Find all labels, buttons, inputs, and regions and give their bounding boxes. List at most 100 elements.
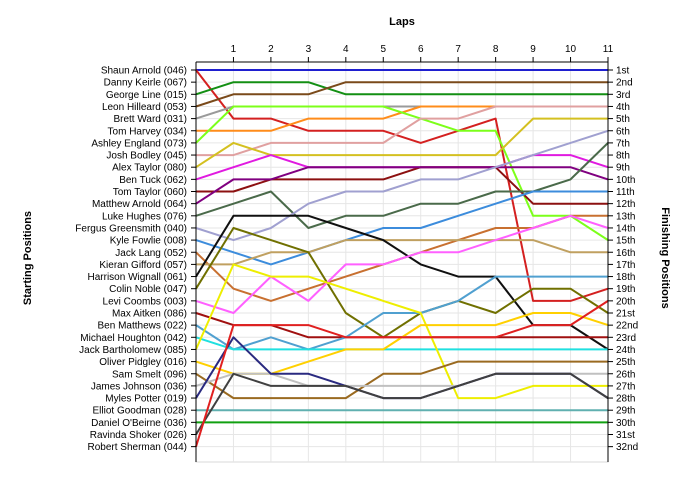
- starting-position-label: Tom Harvey (034): [108, 126, 187, 137]
- starting-position-label: Jack Lang (052): [115, 248, 187, 259]
- series-line-20: [195, 214, 609, 314]
- finishing-position-label: 1st: [616, 66, 630, 77]
- left-axis-title: Starting Positions: [22, 211, 34, 305]
- series-line-2: [195, 69, 609, 302]
- finishing-position-label: 19th: [616, 284, 635, 295]
- starting-position-label: Ben Tuck (062): [119, 175, 187, 186]
- series-line-11: [196, 166, 608, 205]
- series-line-3: [195, 81, 608, 96]
- finishing-position-label: 4th: [616, 102, 630, 113]
- series-line-17: [196, 239, 608, 266]
- finishing-position-label: 10th: [616, 175, 635, 186]
- axes: [195, 61, 609, 462]
- x-tick-label: 4: [343, 44, 349, 55]
- finishing-position-label: 28th: [616, 394, 635, 405]
- series-line-8: [196, 105, 608, 157]
- finishing-position-label: 3rd: [616, 90, 630, 101]
- starting-position-label: Myles Potter (019): [105, 394, 187, 405]
- series-line-22: [195, 275, 608, 351]
- x-tick-label: 5: [380, 44, 386, 55]
- finishing-position-label: 24th: [616, 345, 635, 356]
- series-line-14: [195, 129, 609, 242]
- x-tick-label: 8: [493, 44, 499, 55]
- x-tick-label: 9: [530, 44, 536, 55]
- finishing-position-label: 16th: [616, 248, 635, 259]
- finishing-position-label: 25th: [616, 357, 635, 368]
- starting-position-label: Josh Bodley (045): [106, 151, 187, 162]
- finishing-position-label: 22nd: [616, 321, 638, 332]
- starting-position-labels: Shaun Arnold (046)Danny Keirle (067)Geor…: [75, 66, 196, 453]
- finishing-position-label: 27th: [616, 381, 635, 392]
- starting-position-label: Fergus Greensmith (040): [75, 223, 187, 234]
- starting-position-label: Ashley England (073): [91, 138, 187, 149]
- series-line-26: [195, 360, 608, 400]
- finishing-position-label: 9th: [616, 163, 630, 174]
- finishing-position-label: 26th: [616, 369, 635, 380]
- starting-position-label: Sam Smelt (096): [112, 369, 187, 380]
- finishing-position-label: 30th: [616, 418, 635, 429]
- finishing-position-label: 8th: [616, 151, 630, 162]
- series-line-4: [195, 81, 608, 108]
- x-tick-label: 1: [231, 44, 237, 55]
- starting-position-label: Robert Sherman (044): [88, 442, 188, 453]
- starting-position-label: Kieran Gifford (057): [99, 260, 187, 271]
- finishing-position-label: 12th: [616, 199, 635, 210]
- starting-position-label: Danny Keirle (067): [104, 78, 187, 89]
- finishing-position-label: 14th: [616, 223, 635, 234]
- starting-position-label: Ben Matthews (022): [98, 321, 188, 332]
- finishing-position-label: 29th: [616, 406, 635, 417]
- x-axis-title: Laps: [389, 16, 415, 28]
- starting-position-label: Ravinda Shoker (026): [90, 430, 187, 441]
- starting-position-label: Shaun Arnold (046): [101, 66, 187, 77]
- finishing-position-label: 31st: [616, 430, 635, 441]
- finishing-position-label: 32nd: [616, 442, 638, 453]
- finishing-position-label: 21st: [616, 309, 635, 320]
- starting-position-label: Brett Ward (031): [113, 114, 187, 125]
- series-line-13: [195, 142, 609, 229]
- series-line-23: [195, 336, 608, 351]
- starting-position-label: Harrison Wignall (061): [88, 272, 187, 283]
- finishing-position-label: 20th: [616, 296, 635, 307]
- right-axis-title: Finishing Positions: [659, 207, 671, 308]
- x-tick-label: 7: [455, 44, 461, 55]
- series-line-31: [195, 372, 609, 436]
- finishing-position-label: 15th: [616, 236, 635, 247]
- starting-position-label: Jack Bartholomew (085): [79, 345, 187, 356]
- finishing-position-label: 2nd: [616, 78, 633, 89]
- starting-position-label: Luke Hughes (076): [102, 211, 187, 222]
- series-line-7: [195, 105, 609, 241]
- x-tick-label: 10: [565, 44, 577, 55]
- x-tick-label: 6: [418, 44, 424, 55]
- finishing-position-label: 7th: [616, 138, 630, 149]
- plot-area: [195, 61, 609, 463]
- starting-position-label: Levi Coombs (003): [103, 296, 187, 307]
- starting-position-label: Oliver Pidgley (016): [99, 357, 187, 368]
- starting-position-label: George Line (015): [106, 90, 187, 101]
- starting-position-label: Colin Noble (047): [109, 284, 187, 295]
- finishing-position-label: 13th: [616, 211, 635, 222]
- finishing-position-label: 23rd: [616, 333, 636, 344]
- x-tick-label: 3: [306, 44, 312, 55]
- starting-position-label: Elliot Goodman (028): [93, 406, 188, 417]
- series-line-32: [195, 300, 609, 447]
- starting-position-label: Kyle Fowlie (008): [110, 236, 187, 247]
- finishing-position-labels: 1st2nd3rd4th5th6th7th8th9th10th11th12th1…: [608, 66, 638, 453]
- series-line-24: [195, 263, 608, 400]
- finishing-position-label: 18th: [616, 272, 635, 283]
- starting-position-label: James Johnson (036): [91, 381, 187, 392]
- starting-position-label: Tom Taylor (060): [113, 187, 187, 198]
- finishing-position-label: 6th: [616, 126, 630, 137]
- series-line-12: [195, 166, 609, 205]
- finishing-position-label: 17th: [616, 260, 635, 271]
- starting-position-label: Matthew Arnold (064): [92, 199, 187, 210]
- starting-position-label: Michael Houghton (042): [80, 333, 187, 344]
- series-line-9: [195, 117, 608, 169]
- x-tick-label: 2: [268, 44, 274, 55]
- series-line-19: [195, 227, 609, 339]
- x-tick-label: 11: [603, 44, 614, 55]
- starting-position-label: Daniel O'Beirne (036): [91, 418, 187, 429]
- series-line-15: [195, 190, 608, 266]
- starting-position-label: Leon Hilleard (053): [102, 102, 187, 113]
- finishing-position-label: 11th: [616, 187, 635, 198]
